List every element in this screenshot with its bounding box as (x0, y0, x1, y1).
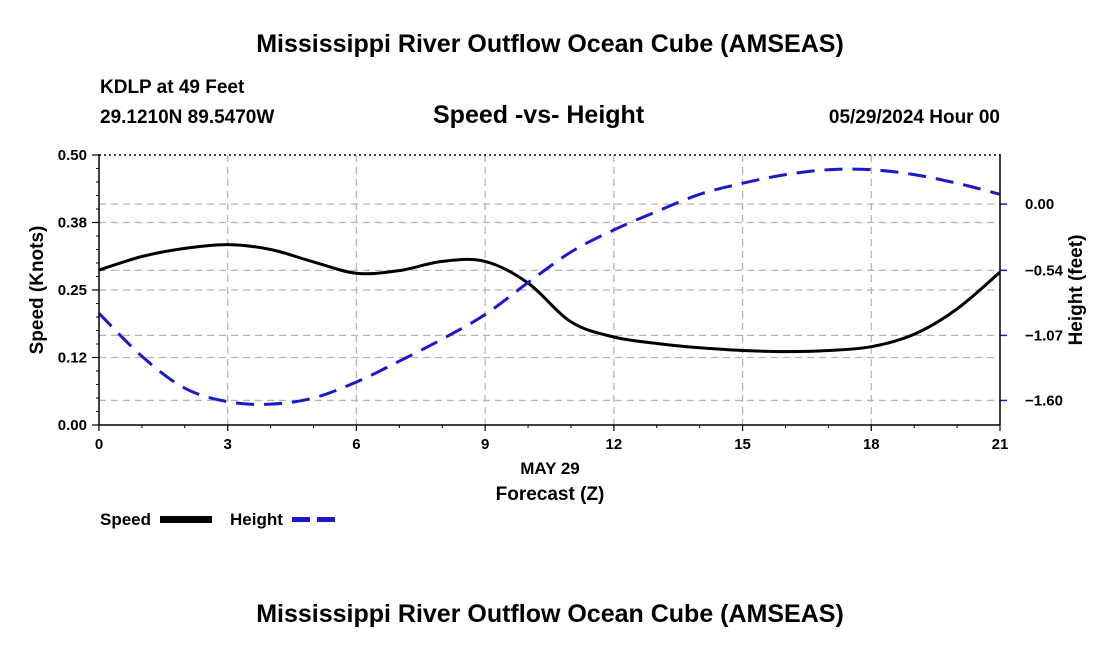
x-tick-label: 18 (863, 436, 880, 453)
x-tick-label: 0 (95, 436, 103, 453)
series-speed-line (98, 243, 1001, 354)
series-layer (97, 167, 1001, 406)
footer-title: Mississippi River Outflow Ocean Cube (AM… (256, 600, 844, 628)
y-left-tick-label: 0.00 (58, 417, 87, 434)
legend-height-label: Height (230, 510, 283, 529)
coordinates-label: 29.1210N 89.5470W (100, 107, 275, 128)
legend-speed-swatch (160, 516, 212, 523)
legend-speed-label: Speed (100, 510, 152, 529)
station-label: KDLP at 49 Feet (100, 77, 245, 98)
y-left-axis-title: Speed (Knots) (27, 226, 48, 355)
x-axis-date-label: MAY 29 (520, 459, 580, 478)
x-tick-label: 15 (734, 436, 751, 453)
x-tick-label: 12 (606, 436, 623, 453)
y-left-tick-label: 0.38 (58, 215, 87, 232)
y-right-axis-title: Height (feet) (1066, 235, 1087, 346)
x-tick-label: 21 (992, 436, 1009, 453)
y-left-tick-label: 0.25 (58, 282, 87, 299)
legend-height-swatch (292, 517, 342, 522)
x-tick-label: 3 (224, 436, 232, 453)
y-right-tick-label: −1.07 (1025, 327, 1063, 344)
y-left-tick-label: 0.50 (58, 147, 87, 164)
x-tick-label: 9 (481, 436, 489, 453)
axes-layer: 0 3 6 9 12 15 18 21 0.00 0.12 0.25 0.38 0.50 −1.60 −1.… (27, 147, 1087, 505)
chart-subtitle: Speed -vs- Height (433, 101, 645, 129)
x-axis-title: Forecast (Z) (496, 484, 605, 505)
grid-layer (99, 155, 1000, 425)
chart-title: Mississippi River Outflow Ocean Cube (AM… (256, 30, 844, 58)
y-right-tick-label: −1.60 (1025, 392, 1063, 409)
y-right-tick-label: 0.00 (1025, 196, 1054, 213)
series-height-line (97, 167, 1001, 406)
x-tick-label: 6 (352, 436, 360, 453)
forecast-datetime: 05/29/2024 Hour 00 (828, 107, 1000, 128)
y-left-tick-label: 0.12 (58, 350, 87, 367)
y-right-tick-label: −0.54 (1025, 262, 1064, 279)
